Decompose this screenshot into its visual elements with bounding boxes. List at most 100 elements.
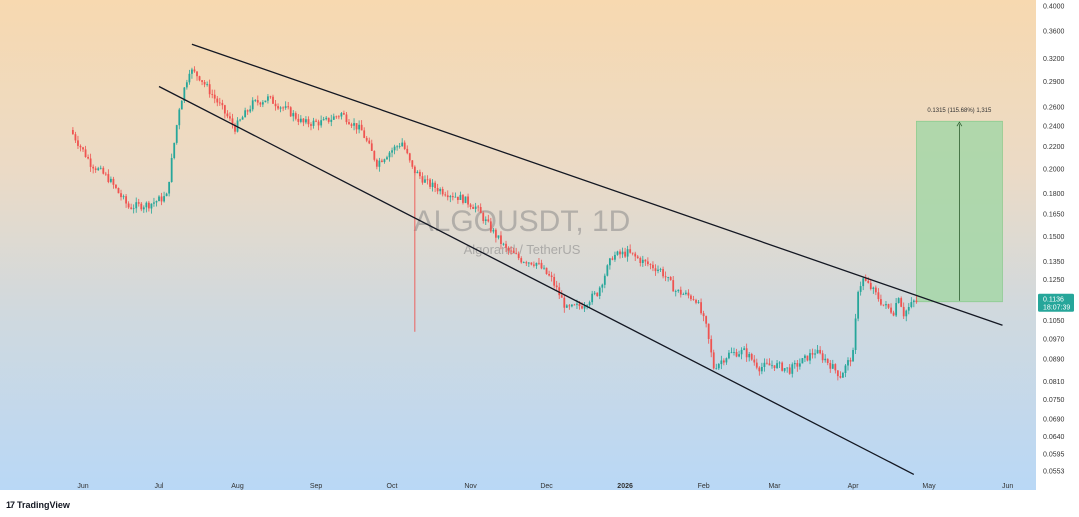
candle-body bbox=[652, 264, 654, 269]
candle-body bbox=[654, 268, 657, 272]
candle-body bbox=[672, 280, 675, 292]
candle-body bbox=[890, 307, 892, 313]
candle-body bbox=[598, 287, 601, 296]
candle-body bbox=[900, 298, 903, 307]
candle-body bbox=[492, 229, 495, 232]
candle-body bbox=[183, 87, 186, 101]
time-tick-label: Oct bbox=[387, 483, 398, 490]
candle-body bbox=[165, 193, 168, 197]
candle-body bbox=[548, 274, 550, 276]
candle-body bbox=[859, 286, 862, 292]
time-tick-label: Jun bbox=[77, 483, 88, 490]
candle-body bbox=[201, 80, 203, 82]
candle-body bbox=[738, 354, 740, 357]
candle-body bbox=[239, 119, 241, 121]
candle-body bbox=[477, 206, 480, 208]
candle-body bbox=[208, 84, 211, 95]
candle-body bbox=[814, 353, 816, 355]
tradingview-brand[interactable]: 17 TradingView bbox=[6, 500, 70, 510]
time-tick-label: Apr bbox=[848, 483, 860, 490]
price-tick-label: 0.0640 bbox=[1043, 434, 1065, 441]
candle-body bbox=[426, 179, 429, 181]
price-axis-area[interactable] bbox=[1036, 0, 1079, 490]
candle-body bbox=[644, 259, 647, 262]
candle-body bbox=[411, 160, 414, 167]
candle-body bbox=[236, 120, 239, 132]
candle-body bbox=[829, 363, 832, 369]
candle-body bbox=[322, 119, 325, 121]
time-tick-label: Nov bbox=[464, 483, 477, 490]
candle-body bbox=[563, 297, 566, 308]
candle-body bbox=[895, 303, 898, 316]
candle-body bbox=[256, 100, 259, 103]
target-measure[interactable]: 0.1315 (115.68%) 1,315 bbox=[916, 108, 1003, 303]
candle-body bbox=[386, 157, 388, 160]
candle-body bbox=[576, 303, 578, 305]
candle-body bbox=[393, 146, 396, 151]
candle-body bbox=[555, 285, 558, 288]
candle-body bbox=[74, 134, 77, 141]
candle-body bbox=[796, 363, 799, 367]
price-tick-label: 0.0553 bbox=[1043, 469, 1065, 476]
candle-body bbox=[788, 367, 791, 374]
candle-body bbox=[241, 117, 244, 120]
descending-channel[interactable] bbox=[158, 43, 1003, 475]
candle-body bbox=[550, 275, 553, 277]
candle-body bbox=[495, 229, 497, 238]
candle-body bbox=[733, 352, 735, 353]
candle-body bbox=[869, 282, 872, 289]
candle-body bbox=[153, 202, 155, 204]
candle-body bbox=[867, 280, 870, 283]
candle-body bbox=[854, 318, 857, 350]
candle-body bbox=[218, 102, 221, 104]
candle-body bbox=[327, 117, 330, 122]
candle-body bbox=[178, 109, 181, 126]
candle-body bbox=[137, 202, 140, 204]
candle-body bbox=[325, 117, 328, 120]
target-measure-label: 0.1315 (115.68%) 1,315 bbox=[927, 108, 992, 114]
candle-body bbox=[811, 353, 814, 355]
channel-upper-line[interactable] bbox=[191, 43, 1003, 326]
candle-body bbox=[880, 299, 882, 305]
candle-body bbox=[487, 219, 490, 222]
candle-body bbox=[459, 194, 462, 200]
candle-body bbox=[801, 358, 804, 364]
candle-body bbox=[332, 116, 335, 120]
candle-body bbox=[806, 355, 809, 361]
candle-body bbox=[687, 292, 690, 296]
candle-body bbox=[578, 303, 581, 307]
candle-body bbox=[132, 208, 135, 210]
candle-body bbox=[839, 376, 842, 378]
candle-body bbox=[915, 300, 918, 303]
candle-body bbox=[71, 130, 74, 135]
candle-body bbox=[834, 364, 837, 371]
candle-body bbox=[634, 253, 637, 257]
candle-body bbox=[910, 302, 913, 307]
candle-body bbox=[467, 196, 469, 205]
candle-body bbox=[107, 174, 110, 182]
candle-body bbox=[193, 69, 196, 72]
candle-body bbox=[560, 295, 563, 298]
candle-body bbox=[646, 261, 649, 265]
candle-body bbox=[158, 196, 160, 202]
candle-body bbox=[745, 348, 748, 358]
price-tick-label: 0.3600 bbox=[1043, 28, 1065, 35]
candle-body bbox=[809, 353, 811, 361]
candle-body bbox=[874, 287, 877, 293]
candle-body bbox=[353, 123, 355, 126]
candle-body bbox=[887, 304, 890, 308]
candle-body bbox=[669, 277, 672, 281]
candle-body bbox=[122, 196, 125, 198]
candle-body bbox=[497, 235, 500, 238]
candle-body bbox=[624, 251, 626, 257]
candle-body bbox=[836, 370, 839, 377]
candle-body bbox=[753, 359, 756, 363]
channel-lower-line[interactable] bbox=[158, 85, 915, 475]
candle-body bbox=[307, 119, 310, 125]
candle-body bbox=[527, 262, 530, 264]
candle-body bbox=[125, 196, 127, 204]
plot-area[interactable] bbox=[0, 0, 1036, 490]
candle-body bbox=[421, 176, 424, 183]
candle-body bbox=[127, 203, 130, 208]
